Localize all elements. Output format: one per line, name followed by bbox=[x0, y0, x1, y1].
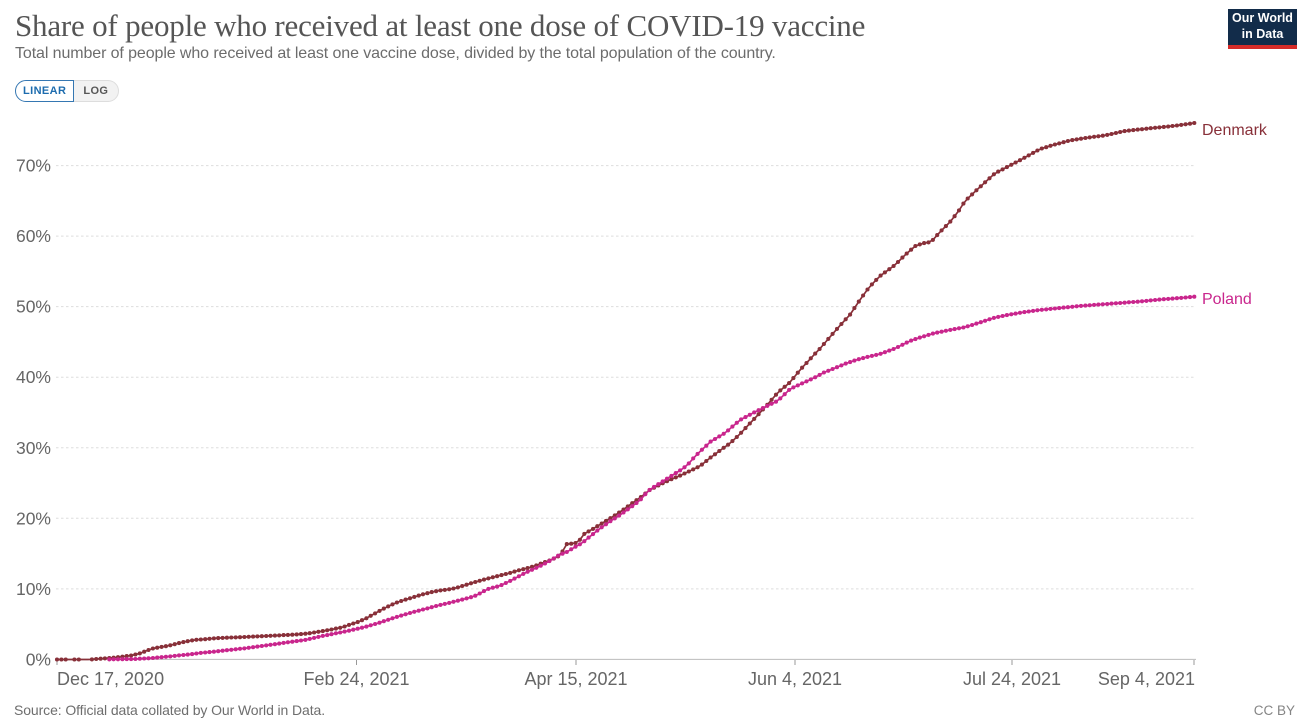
svg-text:Sep 4, 2021: Sep 4, 2021 bbox=[1098, 669, 1195, 689]
svg-text:Jun 4, 2021: Jun 4, 2021 bbox=[748, 669, 842, 689]
svg-text:70%: 70% bbox=[16, 156, 51, 176]
svg-text:60%: 60% bbox=[16, 226, 51, 246]
svg-text:Poland: Poland bbox=[1202, 291, 1252, 308]
svg-text:Feb 24, 2021: Feb 24, 2021 bbox=[303, 669, 409, 689]
svg-text:40%: 40% bbox=[16, 367, 51, 387]
svg-text:Apr 15, 2021: Apr 15, 2021 bbox=[524, 669, 627, 689]
svg-text:0%: 0% bbox=[26, 649, 51, 669]
svg-text:Jul 24, 2021: Jul 24, 2021 bbox=[963, 669, 1061, 689]
svg-text:30%: 30% bbox=[16, 438, 51, 458]
svg-text:Denmark: Denmark bbox=[1202, 122, 1268, 139]
svg-text:10%: 10% bbox=[16, 579, 51, 599]
svg-text:Dec 17, 2020: Dec 17, 2020 bbox=[57, 669, 164, 689]
svg-text:20%: 20% bbox=[16, 508, 51, 528]
svg-text:50%: 50% bbox=[16, 297, 51, 317]
